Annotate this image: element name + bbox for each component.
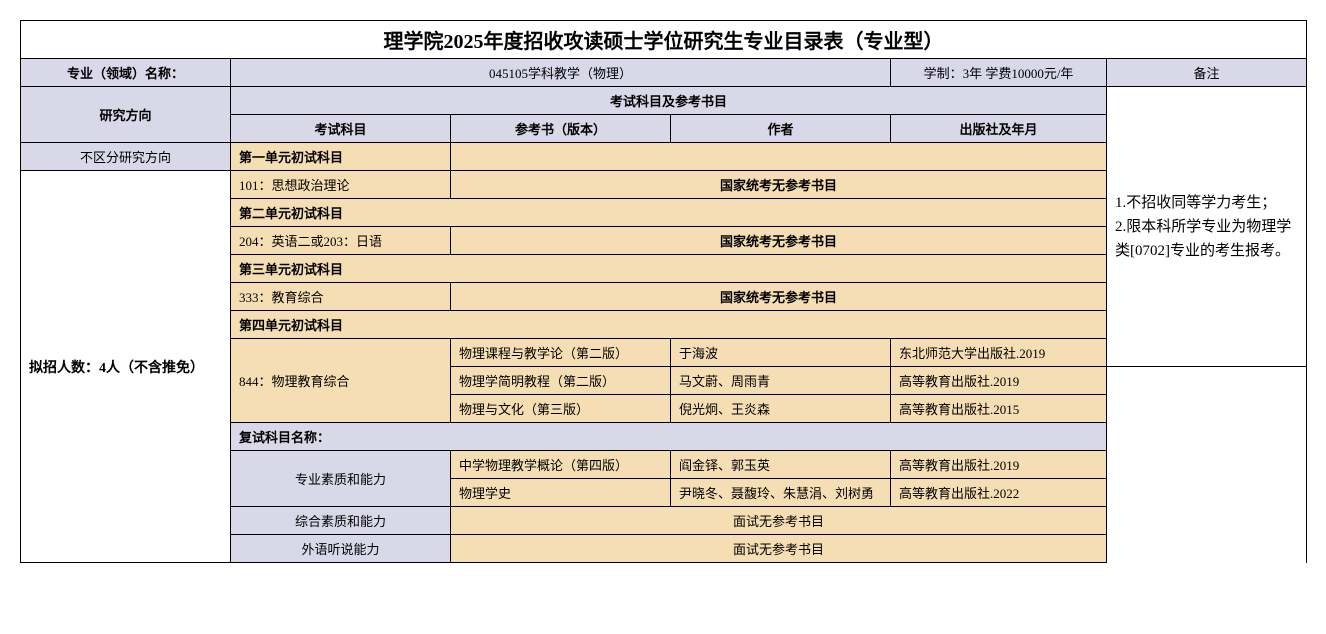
r4c-auth: 倪光炯、王炎森 [671, 395, 891, 423]
r4b-auth: 马文蔚、周雨青 [671, 367, 891, 395]
f3-note: 面试无参考书目 [451, 535, 1107, 563]
no-direction: 不区分研究方向 [21, 143, 231, 171]
r4b-book: 物理学简明教程（第二版） [451, 367, 671, 395]
remarks-cell: 1.不招收同等学力考生； 2.限本科所学专业为物理学类[0702]专业的考生报考… [1107, 87, 1307, 367]
f3-sub: 外语听说能力 [231, 535, 451, 563]
f1b-pub: 高等教育出版社.2022 [891, 479, 1107, 507]
r4a-pub: 东北师范大学出版社.2019 [891, 339, 1107, 367]
remarks-label: 备注 [1107, 59, 1307, 87]
exam-subject-label: 考试科目 [231, 115, 451, 143]
r3-sub: 333：教育综合 [231, 283, 451, 311]
publisher-label: 出版社及年月 [891, 115, 1107, 143]
f1a-auth: 阎金铎、郭玉英 [671, 451, 891, 479]
r4b-pub: 高等教育出版社.2019 [891, 367, 1107, 395]
r3-note: 国家统考无参考书目 [451, 283, 1107, 311]
f1a-pub: 高等教育出版社.2019 [891, 451, 1107, 479]
r1-note: 国家统考无参考书目 [451, 171, 1107, 199]
exam-books-label: 考试科目及参考书目 [231, 87, 1107, 115]
r4a-book: 物理课程与教学论（第二版） [451, 339, 671, 367]
fushi-label: 复试科目名称： [231, 423, 1107, 451]
r4c-pub: 高等教育出版社.2015 [891, 395, 1107, 423]
page-title: 理学院2025年度招收攻读硕士学位研究生专业目录表（专业型） [21, 21, 1307, 59]
r2-note: 国家统考无参考书目 [451, 227, 1107, 255]
catalog-table: 理学院2025年度招收攻读硕士学位研究生专业目录表（专业型） 专业（领域）名称：… [20, 20, 1307, 563]
unit2-label: 第二单元初试科目 [231, 199, 1107, 227]
unit3-label: 第三单元初试科目 [231, 255, 1107, 283]
r1-sub: 101：思想政治理论 [231, 171, 451, 199]
r4c-book: 物理与文化（第三版） [451, 395, 671, 423]
unit4-label: 第四单元初试科目 [231, 311, 1107, 339]
f1b-book: 物理学史 [451, 479, 671, 507]
r4a-auth: 于海波 [671, 339, 891, 367]
author-label: 作者 [671, 115, 891, 143]
f1a-book: 中学物理教学概论（第四版） [451, 451, 671, 479]
f2-note: 面试无参考书目 [451, 507, 1107, 535]
f1b-auth: 尹晓冬、聂馥玲、朱慧涓、刘树勇 [671, 479, 891, 507]
ref-book-label: 参考书（版本） [451, 115, 671, 143]
unit1-label: 第一单元初试科目 [231, 143, 451, 171]
major-label: 专业（领域）名称： [21, 59, 231, 87]
f2-sub: 综合素质和能力 [231, 507, 451, 535]
major-value: 045105学科教学（物理） [231, 59, 891, 87]
r4-sub: 844：物理教育综合 [231, 339, 451, 423]
unit1-blank [451, 143, 1107, 171]
remarks-text: 1.不招收同等学力考生； 2.限本科所学专业为物理学类[0702]专业的考生报考… [1115, 195, 1291, 259]
f1-sub: 专业素质和能力 [231, 451, 451, 507]
direction-label: 研究方向 [21, 87, 231, 143]
quota: 拟招人数：4人（不含推免） [21, 171, 231, 563]
r2-sub: 204：英语二或203：日语 [231, 227, 451, 255]
duration: 学制：3年 学费10000元/年 [891, 59, 1107, 87]
